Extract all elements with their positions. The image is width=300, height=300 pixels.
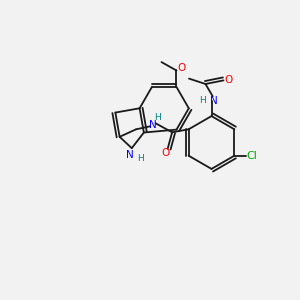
Text: Cl: Cl — [246, 151, 257, 161]
Text: H: H — [199, 96, 206, 105]
Text: O: O — [225, 75, 233, 85]
Text: N: N — [126, 150, 134, 160]
Text: O: O — [178, 63, 186, 73]
Text: H: H — [154, 113, 160, 122]
Text: H: H — [137, 154, 143, 163]
Text: N: N — [149, 120, 157, 130]
Text: O: O — [161, 148, 170, 158]
Text: N: N — [210, 95, 218, 106]
